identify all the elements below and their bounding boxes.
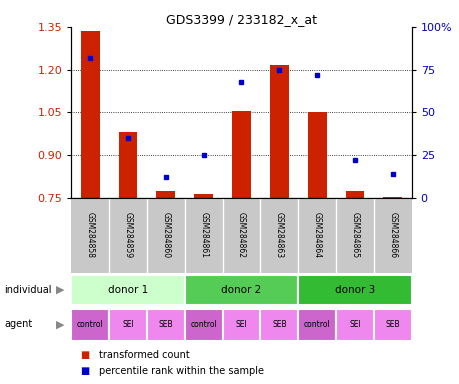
Bar [146,309,185,341]
Text: SEB: SEB [158,320,173,329]
Text: GSM284860: GSM284860 [161,212,170,258]
Text: individual: individual [5,285,52,295]
Bar [336,309,373,341]
Bar [81,31,100,198]
Text: GSM284859: GSM284859 [123,212,132,258]
Text: GSM284862: GSM284862 [236,212,246,258]
Text: ▶: ▶ [56,319,64,329]
Text: control: control [77,320,103,329]
Bar [269,65,288,198]
Text: GSM284864: GSM284864 [312,212,321,258]
Bar [118,132,137,198]
Bar [185,309,222,341]
Bar [222,309,260,341]
Bar [71,275,185,306]
Bar [297,309,336,341]
Bar [297,275,411,306]
Text: SEI: SEI [235,320,247,329]
Text: GSM284861: GSM284861 [199,212,208,258]
Text: ▶: ▶ [56,285,64,295]
Text: ■: ■ [80,366,90,376]
Bar [185,275,297,306]
Text: SEI: SEI [348,320,360,329]
Bar [260,309,297,341]
Title: GDS3399 / 233182_x_at: GDS3399 / 233182_x_at [166,13,316,26]
Text: donor 2: donor 2 [221,285,261,295]
Text: percentile rank within the sample: percentile rank within the sample [99,366,263,376]
Text: GSM284866: GSM284866 [387,212,397,258]
Text: agent: agent [5,319,33,329]
Text: donor 1: donor 1 [108,285,148,295]
Text: GSM284865: GSM284865 [350,212,358,258]
Text: SEB: SEB [385,320,399,329]
Bar [71,309,109,341]
Text: SEB: SEB [271,320,286,329]
Bar [345,190,364,198]
Text: donor 3: donor 3 [334,285,374,295]
Text: control: control [190,320,217,329]
Text: SEI: SEI [122,320,134,329]
Bar [156,190,175,198]
Text: GSM284863: GSM284863 [274,212,283,258]
Text: transformed count: transformed count [99,350,189,360]
Bar [307,112,326,198]
Bar [373,309,411,341]
Text: control: control [303,320,330,329]
Bar [194,194,213,198]
Text: ■: ■ [80,350,90,360]
Bar [109,309,146,341]
Bar [231,111,251,198]
Text: GSM284858: GSM284858 [85,212,95,258]
Bar [382,197,401,198]
